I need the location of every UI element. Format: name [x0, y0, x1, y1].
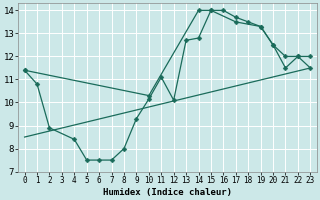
X-axis label: Humidex (Indice chaleur): Humidex (Indice chaleur)	[103, 188, 232, 197]
